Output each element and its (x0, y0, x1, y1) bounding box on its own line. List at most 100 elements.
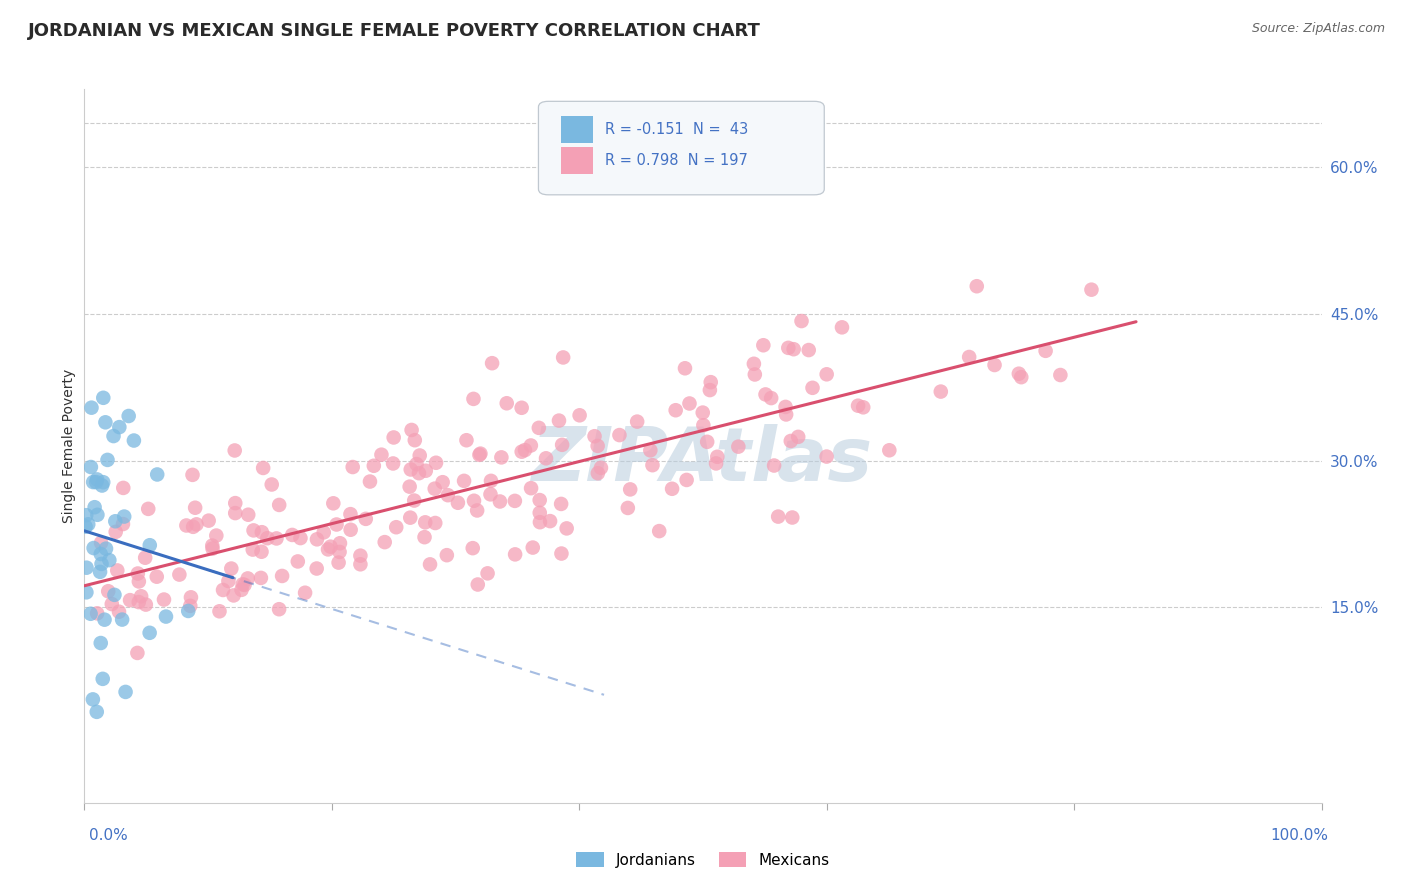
Point (181, 467, 204, 482)
Point (79, 607, 101, 621)
Point (233, 578, 256, 592)
Point (319, 540, 342, 554)
Point (510, 444, 533, 458)
Legend: Jordanians, Mexicans: Jordanians, Mexicans (568, 844, 838, 875)
Point (489, 494, 512, 508)
Point (108, 605, 131, 619)
Point (470, 447, 492, 461)
Point (520, 438, 543, 452)
Point (101, 597, 124, 611)
Point (94, 415, 117, 429)
Point (84, 475, 107, 489)
Point (529, 515, 551, 529)
Point (790, 314, 813, 328)
Point (329, 536, 352, 550)
Point (520, 481, 543, 495)
Point (752, 338, 775, 352)
Point (797, 343, 820, 357)
Point (349, 558, 371, 572)
Point (481, 356, 503, 370)
Text: R = -0.151  N =  43: R = -0.151 N = 43 (605, 122, 748, 137)
Point (550, 547, 572, 561)
Point (83, 500, 105, 515)
Point (354, 512, 377, 526)
Point (763, 458, 786, 473)
Point (238, 508, 260, 522)
Point (242, 542, 264, 557)
Point (538, 514, 561, 528)
Point (290, 531, 312, 545)
Point (529, 493, 551, 508)
Point (256, 531, 278, 545)
Point (617, 500, 640, 515)
Point (77, 517, 100, 532)
Point (399, 462, 422, 476)
Point (98, 553, 121, 567)
Point (97, 584, 120, 599)
Point (766, 509, 789, 524)
Point (778, 341, 800, 355)
Point (831, 320, 853, 334)
Point (179, 599, 201, 613)
Point (177, 604, 200, 618)
Point (208, 604, 231, 618)
Point (135, 598, 157, 612)
Y-axis label: Single Female Poverty: Single Female Poverty (62, 369, 76, 523)
Point (1080, 283, 1102, 297)
Point (76, 560, 98, 574)
Point (339, 523, 361, 537)
Point (114, 685, 136, 699)
Point (699, 383, 721, 397)
Point (678, 396, 700, 410)
Point (129, 589, 152, 603)
Point (138, 625, 160, 640)
Text: 100.0%: 100.0% (1271, 828, 1329, 843)
Point (744, 368, 766, 382)
Point (527, 421, 550, 435)
Point (692, 418, 714, 433)
Point (583, 429, 606, 443)
Point (224, 443, 246, 458)
Point (266, 532, 288, 546)
Point (184, 500, 207, 515)
Point (312, 525, 335, 540)
Point (879, 443, 901, 458)
Point (463, 493, 485, 508)
Point (82, 692, 104, 706)
Point (90, 536, 112, 550)
Point (815, 368, 838, 382)
Point (104, 524, 127, 539)
Point (86, 472, 108, 486)
Point (91, 672, 114, 686)
Point (503, 547, 526, 561)
Point (382, 457, 405, 471)
Point (201, 539, 224, 553)
Point (201, 541, 224, 556)
Point (342, 460, 364, 475)
Point (551, 438, 574, 452)
Point (779, 434, 801, 448)
Point (250, 545, 273, 559)
Point (269, 602, 291, 616)
Point (463, 392, 485, 406)
Point (555, 521, 578, 535)
Point (305, 561, 328, 575)
Point (467, 577, 489, 591)
Point (169, 567, 191, 582)
Point (75, 508, 97, 523)
Point (155, 609, 177, 624)
Point (197, 514, 219, 528)
Point (363, 458, 385, 473)
Point (413, 530, 436, 544)
Point (641, 458, 664, 472)
Point (385, 520, 408, 534)
Point (453, 474, 475, 488)
Point (929, 384, 952, 399)
Point (477, 566, 499, 581)
Point (105, 563, 128, 577)
Point (374, 535, 396, 549)
Point (86, 607, 108, 621)
Point (217, 574, 239, 588)
Text: 0.0%: 0.0% (89, 828, 128, 843)
Point (619, 483, 641, 497)
